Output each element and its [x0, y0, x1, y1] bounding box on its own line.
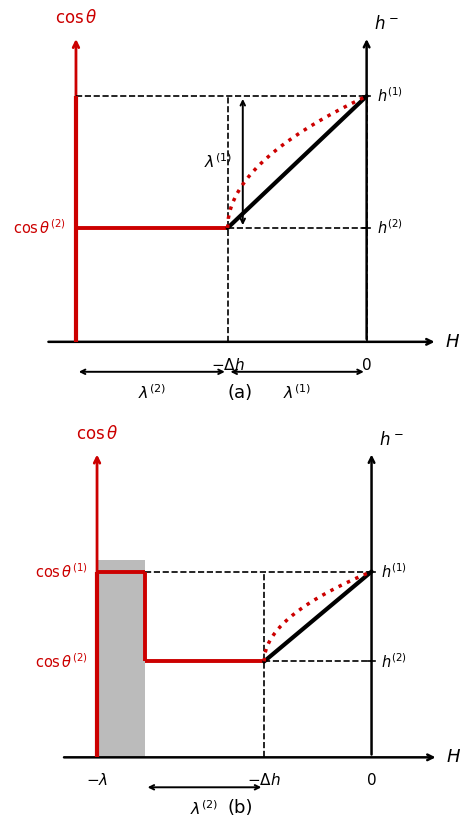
Text: $H$: $H$	[445, 333, 460, 351]
Text: $\lambda^{(2)}$: $\lambda^{(2)}$	[138, 384, 166, 402]
Text: $h^{(2)}$: $h^{(2)}$	[381, 652, 407, 671]
Text: $\cos\theta^{(1)}$: $\cos\theta^{(1)}$	[35, 563, 88, 581]
Text: $\cos\theta^{(2)}$: $\cos\theta^{(2)}$	[35, 652, 88, 671]
Text: $\cos\theta^{(2)}$: $\cos\theta^{(2)}$	[13, 219, 66, 238]
Text: $0$: $0$	[361, 356, 372, 373]
Text: $\lambda^{(2)}$: $\lambda^{(2)}$	[190, 799, 219, 818]
Text: (b): (b)	[227, 799, 253, 817]
Text: $h^{(2)}$: $h^{(2)}$	[377, 219, 403, 238]
Text: $-\Delta h$: $-\Delta h$	[247, 772, 281, 789]
Text: (a): (a)	[227, 384, 253, 401]
Text: $\lambda^{(1)}$: $\lambda^{(1)}$	[204, 153, 233, 171]
Text: $\cos\theta$: $\cos\theta$	[55, 9, 97, 27]
Text: $-\lambda$: $-\lambda$	[86, 772, 108, 789]
Text: $-\Delta h$: $-\Delta h$	[211, 356, 244, 373]
Text: $H$: $H$	[446, 749, 461, 766]
Text: $h^{(1)}$: $h^{(1)}$	[381, 563, 407, 581]
Text: $h^-$: $h^-$	[378, 430, 403, 449]
Bar	[97, 559, 145, 757]
Text: $0$: $0$	[366, 772, 377, 789]
Text: $h^-$: $h^-$	[374, 15, 399, 33]
Text: $\lambda^{(1)}$: $\lambda^{(1)}$	[283, 384, 311, 402]
Text: $\cos\theta$: $\cos\theta$	[76, 425, 118, 443]
Text: $h^{(1)}$: $h^{(1)}$	[377, 86, 403, 106]
